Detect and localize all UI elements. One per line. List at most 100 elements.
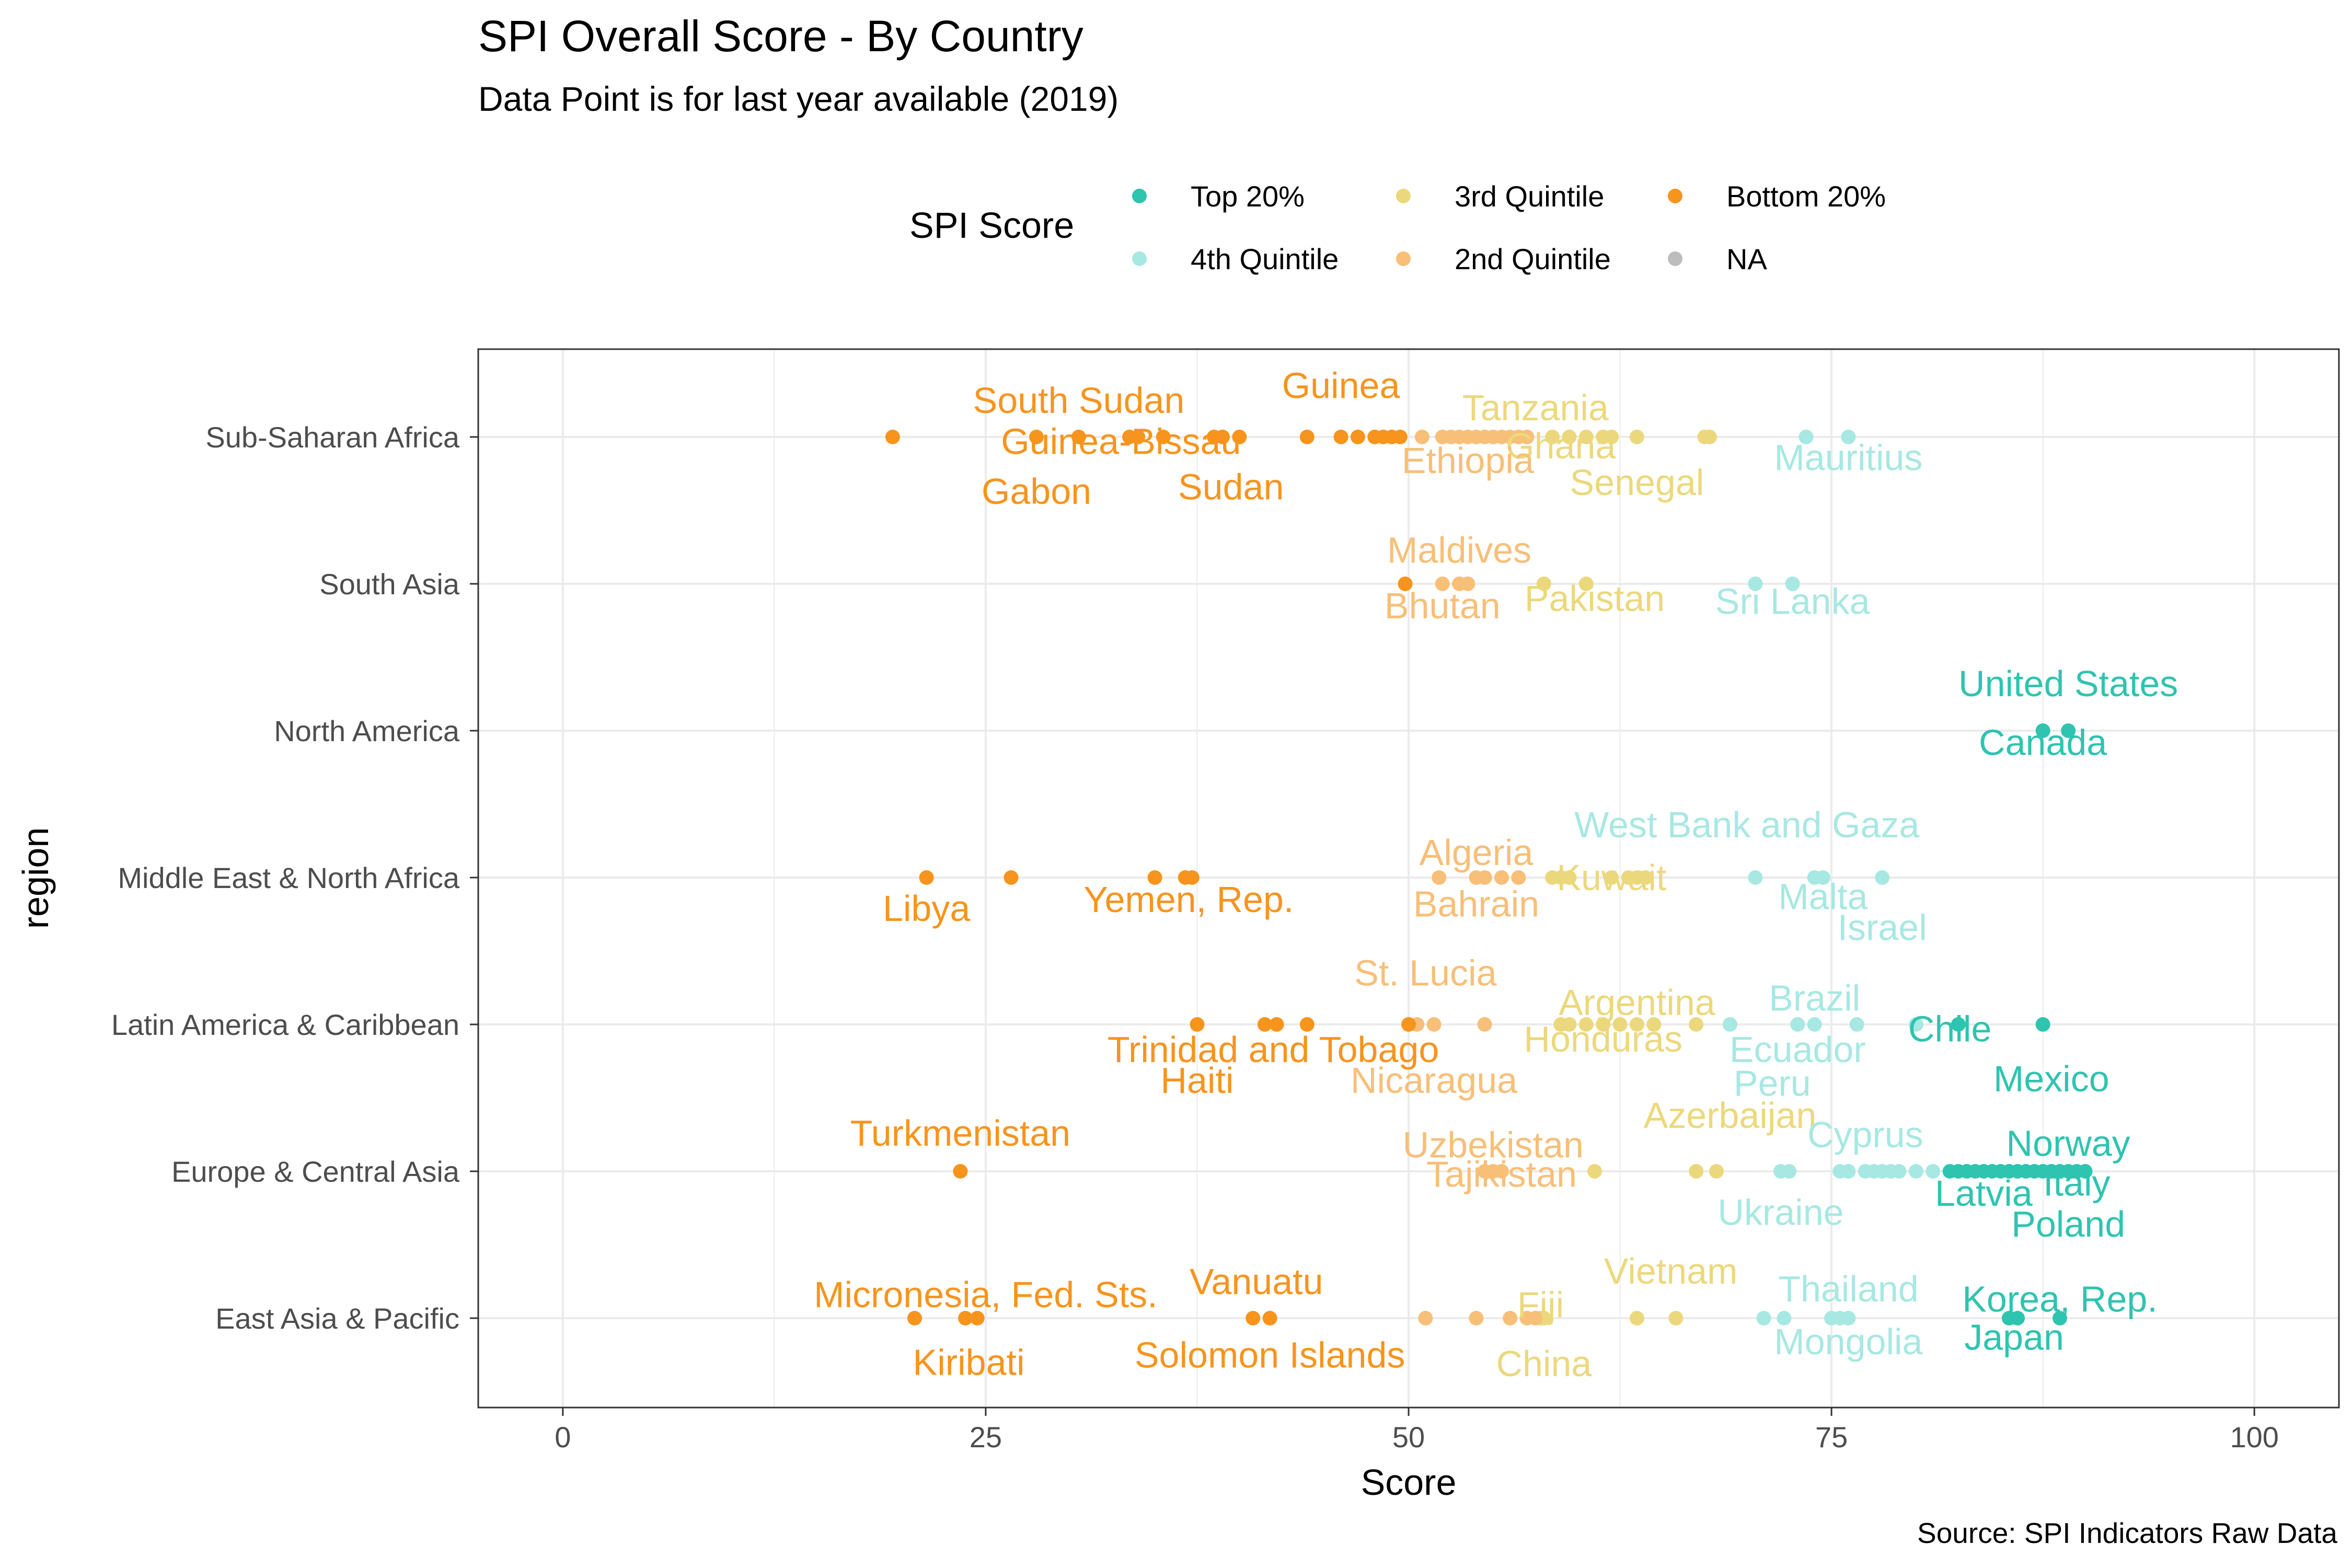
- point-3rd-quintile: [1562, 870, 1577, 885]
- point-bottom-20: [953, 1164, 968, 1179]
- point-bottom-20: [1131, 430, 1146, 444]
- point-bottom-20: [1184, 870, 1200, 885]
- x-tick-label: 25: [970, 1421, 1002, 1454]
- point-3rd-quintile: [1604, 870, 1619, 885]
- label-china: China: [1496, 1343, 1592, 1384]
- point-2nd-quintile: [1477, 1017, 1492, 1032]
- x-axis-title: Score: [1361, 1462, 1457, 1503]
- point-3rd-quintile: [1578, 577, 1594, 591]
- point-bottom-20: [1232, 430, 1247, 444]
- point-4th-quintile: [1841, 1311, 1856, 1325]
- point-bottom-20: [1246, 1311, 1261, 1325]
- point-4th-quintile: [1756, 1311, 1771, 1325]
- label-argentina: Argentina: [1559, 982, 1715, 1023]
- point-3rd-quintile: [1629, 1311, 1644, 1325]
- point-bottom-20: [1215, 430, 1230, 444]
- legend-label-3rd-quintile: 3rd Quintile: [1455, 180, 1604, 213]
- y-axis-title: region: [15, 827, 56, 929]
- point-2nd-quintile: [1511, 870, 1526, 885]
- x-tick-label: 0: [555, 1421, 571, 1454]
- point-3rd-quintile: [1668, 1311, 1684, 1325]
- point-3rd-quintile: [1638, 870, 1653, 885]
- label-mauritius: Mauritius: [1774, 437, 1922, 478]
- x-tick-label: 75: [1815, 1421, 1848, 1454]
- y-tick-label: Middle East & North Africa: [118, 861, 459, 894]
- point-3rd-quintile: [1612, 1017, 1628, 1032]
- point-3rd-quintile: [1604, 430, 1619, 444]
- point-bottom-20: [1029, 430, 1044, 444]
- point-top-20: [2061, 723, 2076, 738]
- label-solomon-islands: Solomon Islands: [1135, 1334, 1405, 1375]
- label-ecuador: Ecuador: [1730, 1029, 1866, 1070]
- y-tick-label: Latin America & Caribbean: [111, 1008, 459, 1041]
- label-israel: Israel: [1838, 907, 1927, 948]
- label-united-states: United States: [1958, 663, 2178, 704]
- point-bottom-20: [885, 430, 900, 444]
- label-japan: Japan: [1964, 1317, 2064, 1358]
- point-bottom-20: [907, 1311, 922, 1325]
- label-chile: Chile: [1908, 1008, 1992, 1049]
- point-2nd-quintile: [1414, 430, 1429, 444]
- label-haiti: Haiti: [1160, 1060, 1233, 1101]
- point-4th-quintile: [1841, 1164, 1856, 1179]
- label-poland: Poland: [2011, 1204, 2125, 1244]
- label-ethiopia: Ethiopia: [1402, 440, 1534, 481]
- point-bottom-20: [1299, 1017, 1315, 1032]
- label-brazil: Brazil: [1769, 977, 1860, 1018]
- point-bottom-20: [1071, 430, 1086, 444]
- legend-key-bottom-20: [1668, 189, 1682, 203]
- label-malta: Malta: [1778, 877, 1867, 917]
- label-senegal: Senegal: [1570, 462, 1704, 503]
- point-bottom-20: [1257, 1017, 1272, 1032]
- point-top-20: [2035, 1017, 2050, 1032]
- data-points: [885, 430, 2093, 1325]
- point-bottom-20: [958, 1311, 973, 1325]
- legend-key-3rd-quintile: [1396, 189, 1411, 203]
- label-ukraine: Ukraine: [1717, 1192, 1843, 1233]
- x-tick-label: 50: [1392, 1421, 1425, 1454]
- point-4th-quintile: [1798, 430, 1814, 444]
- point-bottom-20: [1004, 870, 1019, 885]
- legend-label-na: NA: [1726, 243, 1767, 275]
- point-2nd-quintile: [1469, 1311, 1484, 1325]
- point-2nd-quintile: [1494, 870, 1509, 885]
- legend-label-bottom-20: Bottom 20%: [1726, 180, 1886, 213]
- y-tick-label: North America: [274, 714, 460, 747]
- point-bottom-20: [1269, 1017, 1284, 1032]
- point-top-20: [2010, 1311, 2025, 1325]
- point-3rd-quintile: [1702, 430, 1717, 444]
- label-sri-lanka: Sri Lanka: [1715, 581, 1870, 622]
- point-bottom-20: [1401, 1017, 1416, 1032]
- label-fiji: Fiji: [1517, 1285, 1564, 1325]
- label-st-lucia: St. Lucia: [1354, 953, 1496, 994]
- point-bottom-20: [1398, 577, 1413, 591]
- label-italy: Italy: [2043, 1162, 2110, 1203]
- point-3rd-quintile: [1562, 430, 1577, 444]
- point-4th-quintile: [1926, 1164, 1941, 1179]
- point-3rd-quintile: [1545, 430, 1560, 444]
- point-4th-quintile: [1807, 1017, 1822, 1032]
- point-3rd-quintile: [1562, 1017, 1577, 1032]
- point-4th-quintile: [1815, 870, 1830, 885]
- label-bahrain: Bahrain: [1413, 884, 1539, 925]
- point-2nd-quintile: [1460, 577, 1475, 591]
- legend-key-na: [1668, 251, 1682, 266]
- point-3rd-quintile: [1629, 1017, 1644, 1032]
- y-tick-label: Sub-Saharan Africa: [205, 421, 459, 454]
- point-4th-quintile: [1892, 1164, 1907, 1179]
- label-kuwait: Kuwait: [1557, 857, 1666, 898]
- point-bottom-20: [1392, 430, 1408, 444]
- label-west-bank-and-gaza: West Bank and Gaza: [1574, 804, 1919, 845]
- label-norway: Norway: [2007, 1123, 2130, 1164]
- axes: 0 25 50 75 100 Sub-Saharan Africa South Asia No…: [111, 421, 2279, 1454]
- chart-subtitle: Data Point is for last year available (2…: [478, 79, 1119, 118]
- point-bottom-20: [1350, 430, 1365, 444]
- label-bhutan: Bhutan: [1385, 585, 1501, 626]
- label-gabon: Gabon: [982, 471, 1091, 512]
- label-mexico: Mexico: [1993, 1058, 2109, 1099]
- point-bottom-20: [970, 1311, 985, 1325]
- label-trinidad-and-tobago: Trinidad and Tobago: [1108, 1029, 1439, 1070]
- legend-key-2nd-quintile: [1396, 251, 1411, 266]
- point-4th-quintile: [1782, 1164, 1797, 1179]
